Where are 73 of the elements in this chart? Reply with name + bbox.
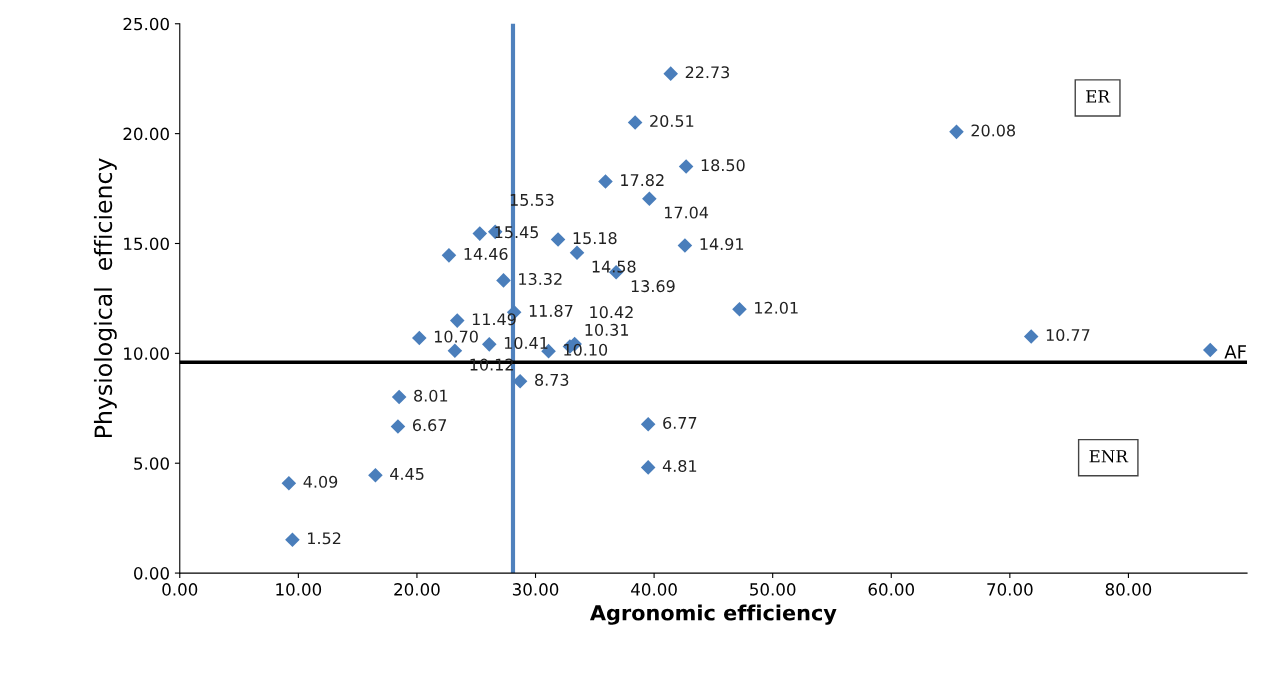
point (550, 232, 566, 247)
point (949, 124, 964, 140)
x-tick-label: 60.00 (868, 583, 915, 596)
y-axis-title: Physiological efficiency (93, 158, 117, 437)
ref-line-label: AF (1224, 345, 1246, 359)
point (677, 238, 693, 253)
x-tick-label: 10.00 (276, 583, 322, 596)
point (678, 159, 694, 174)
data-label: 1.52 (308, 532, 341, 545)
data-label: 15.18 (573, 232, 617, 245)
data-label: 10.77 (1046, 328, 1090, 342)
point (496, 273, 511, 288)
annotation: ER (1086, 90, 1111, 103)
data-label: 10.70 (434, 330, 478, 343)
point (441, 248, 457, 263)
data-label: 4.81 (662, 459, 697, 473)
data-label: 14.58 (592, 260, 636, 273)
y-tick-label: 15.00 (124, 237, 169, 251)
point (640, 417, 656, 432)
point (1202, 342, 1218, 358)
point (569, 245, 585, 260)
y-tick-label: 25.00 (123, 17, 169, 31)
y-tick-label: 10.00 (124, 347, 169, 360)
data-label: 4.45 (390, 468, 424, 480)
x-tick-label: 80.00 (1105, 583, 1152, 596)
point (598, 174, 613, 189)
point (1023, 329, 1039, 344)
point (627, 115, 643, 130)
x-tick-label: 30.00 (512, 583, 559, 596)
x-tick-label: 70.00 (987, 583, 1033, 596)
x-tick-label: 40.00 (631, 583, 677, 596)
point (642, 191, 657, 206)
point (447, 343, 463, 358)
point (281, 475, 297, 491)
data-label: 22.73 (685, 66, 730, 79)
data-label: 6.67 (412, 419, 447, 432)
data-label: 8.01 (414, 389, 448, 402)
y-tick-label: 0.00 (134, 567, 169, 580)
point (391, 389, 407, 405)
data-label: 10.10 (564, 343, 608, 356)
x-tick-label: 20.00 (394, 583, 440, 596)
data-label: 8.73 (535, 373, 569, 386)
point (412, 330, 427, 346)
data-label: 14.46 (464, 247, 508, 260)
data-label: 10.42 (590, 306, 633, 319)
point (663, 66, 678, 81)
data-label: 6.77 (663, 416, 697, 429)
y-tick-label: 20.00 (123, 127, 169, 141)
x-tick-label: 50.00 (750, 583, 796, 596)
data-label: 13.69 (631, 280, 675, 293)
point (732, 301, 747, 317)
point (449, 313, 465, 328)
data-label: 18.50 (701, 159, 745, 172)
data-label: 12.01 (755, 301, 798, 314)
data-label: 20.08 (971, 124, 1016, 137)
data-label: 10.31 (585, 323, 629, 336)
point (472, 226, 488, 241)
point (368, 468, 383, 483)
data-label: 20.51 (650, 114, 694, 128)
data-label: 17.82 (621, 174, 664, 187)
data-label: 14.91 (700, 238, 744, 251)
data-label: 17.04 (665, 206, 709, 219)
data-label: 13.32 (519, 272, 562, 286)
annotation: ENR (1089, 450, 1129, 463)
point (640, 460, 656, 475)
data-label: 4.09 (303, 475, 338, 488)
point (285, 532, 300, 547)
data-label: 11.87 (529, 304, 573, 317)
point (390, 419, 406, 434)
x-tick-label: 0.00 (162, 583, 198, 596)
point (481, 337, 497, 352)
y-tick-label: 5.00 (134, 457, 169, 470)
x-axis-title: Agronomic efficiency (589, 604, 837, 625)
